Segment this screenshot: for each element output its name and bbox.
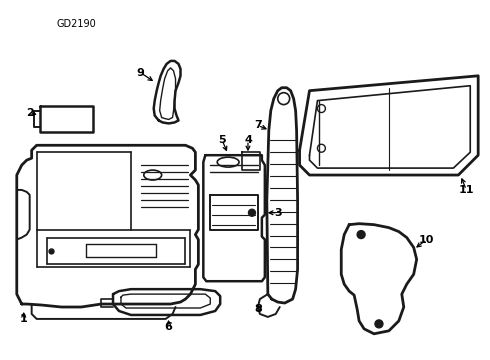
Text: 3: 3 [274,208,282,218]
Circle shape [375,320,383,328]
Text: 4: 4 [244,135,252,145]
Text: 7: 7 [254,121,262,130]
Text: 6: 6 [165,322,172,332]
Text: 8: 8 [254,304,262,314]
Text: 11: 11 [459,185,474,195]
Circle shape [248,209,255,216]
Text: 1: 1 [20,314,27,324]
Circle shape [49,249,54,254]
Circle shape [357,231,365,239]
Text: 5: 5 [219,135,226,145]
Text: 2: 2 [26,108,33,117]
Text: GD2190: GD2190 [56,19,96,29]
Text: 10: 10 [419,234,434,244]
Text: 9: 9 [137,68,145,78]
